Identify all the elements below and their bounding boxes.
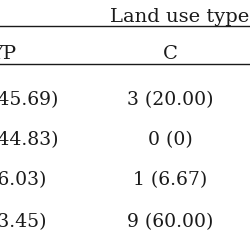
Text: (45.69): (45.69)	[0, 91, 58, 109]
Text: YP: YP	[0, 45, 16, 63]
Text: Land use type: Land use type	[110, 8, 250, 26]
Text: 9 (60.00): 9 (60.00)	[127, 214, 213, 232]
Text: 3 (20.00): 3 (20.00)	[127, 91, 213, 109]
Text: (44.83): (44.83)	[0, 131, 58, 149]
Text: 1 (6.67): 1 (6.67)	[133, 171, 207, 189]
Text: 0 (0): 0 (0)	[148, 131, 192, 149]
Text: C: C	[162, 45, 178, 63]
Text: (3.45): (3.45)	[0, 214, 46, 232]
Text: (6.03): (6.03)	[0, 171, 46, 189]
